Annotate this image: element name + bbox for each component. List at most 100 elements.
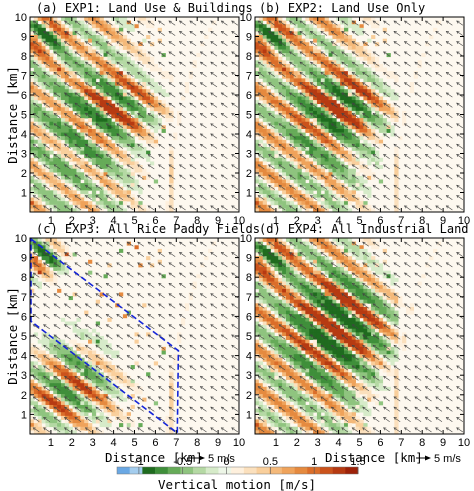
field-cell <box>297 56 302 61</box>
wind-vector-head <box>278 195 282 199</box>
field-cell <box>68 45 73 50</box>
field-cell <box>149 132 155 137</box>
field-cell <box>99 20 104 25</box>
field-cell <box>332 201 337 206</box>
field-cell <box>103 150 108 155</box>
wind-vector-head <box>178 102 183 106</box>
field-cell <box>45 38 50 43</box>
field-cell <box>278 125 283 130</box>
field-cell <box>64 252 70 257</box>
wind-vector-head <box>32 61 36 65</box>
field-cell <box>95 175 101 180</box>
wind-vector <box>106 41 113 47</box>
field-cell <box>382 89 387 94</box>
wind-vector <box>352 20 359 26</box>
field-cell <box>45 270 50 275</box>
field-cell <box>355 143 360 148</box>
field-cell <box>153 89 159 94</box>
field-cell <box>347 183 353 188</box>
field-cell <box>285 89 291 94</box>
field-cell <box>41 89 46 94</box>
field-cell <box>126 125 131 130</box>
field-cell <box>282 147 287 151</box>
field-cell <box>111 63 116 68</box>
field-cell <box>30 56 35 61</box>
field-cell <box>60 67 66 72</box>
field-cell <box>262 183 267 188</box>
wind-vector <box>43 82 50 88</box>
field-cell <box>293 42 298 47</box>
field-cell <box>258 114 264 119</box>
wind-vector-head <box>116 71 120 75</box>
field-cell <box>146 139 151 144</box>
field-cell <box>367 186 372 191</box>
wind-vector-head <box>168 174 172 178</box>
field-cell <box>305 197 310 202</box>
field-cell <box>60 136 66 141</box>
wind-vector <box>331 133 338 139</box>
field-cell <box>57 197 62 202</box>
wind-vector <box>127 205 134 211</box>
field-cell <box>289 17 295 21</box>
field-cell <box>37 197 42 202</box>
field-cell <box>309 197 314 202</box>
wind-vector <box>95 61 103 67</box>
wind-vector <box>320 20 328 26</box>
field-cell <box>359 71 364 76</box>
field-cell <box>367 161 372 166</box>
field-cell <box>99 139 104 144</box>
field-cell <box>301 67 306 72</box>
wind-vector-head <box>330 71 335 75</box>
wind-vector <box>200 133 207 139</box>
field-cell <box>91 110 97 115</box>
wind-vector-head <box>414 123 418 127</box>
wind-vector-head <box>168 30 172 34</box>
field-cell <box>285 27 291 32</box>
field-cell <box>255 38 260 43</box>
wind-vector <box>456 82 464 88</box>
field-cell <box>309 35 314 40</box>
field-cell <box>80 193 85 198</box>
field-cell <box>130 110 135 115</box>
wind-vector-head <box>278 143 282 147</box>
field-cell <box>95 74 101 79</box>
field-cell <box>266 35 271 40</box>
field-cell <box>344 89 349 94</box>
field-cell <box>99 89 104 94</box>
field-cell <box>107 147 112 151</box>
wind-vector <box>221 102 228 108</box>
wind-vector-head <box>84 133 89 137</box>
field-cell <box>278 114 283 119</box>
field-cell <box>103 161 108 166</box>
field-cell <box>328 157 333 162</box>
wind-vector <box>137 51 144 57</box>
field-cell <box>80 100 85 105</box>
field-cell <box>76 204 81 209</box>
field-cell <box>119 125 124 130</box>
wind-vector <box>210 20 218 26</box>
field-cell <box>324 118 329 123</box>
field-cell <box>138 107 143 112</box>
wind-vector <box>137 205 144 211</box>
field-cell <box>45 154 50 159</box>
wind-vector-head <box>362 51 366 55</box>
field-cell <box>313 27 318 32</box>
wind-vector <box>268 143 275 149</box>
field-cell <box>177 110 182 115</box>
field-cell <box>324 49 329 54</box>
wind-vector-head <box>268 195 272 199</box>
wind-vector <box>179 41 186 47</box>
field-cell <box>134 125 139 130</box>
field-cell <box>107 190 112 195</box>
wind-vector-head <box>257 20 261 24</box>
field-cell <box>126 168 131 173</box>
field-cell <box>126 96 131 101</box>
field-cell <box>37 132 42 137</box>
field-cell <box>60 128 66 133</box>
field-cell <box>60 208 66 212</box>
y-tick-label: 6 <box>21 90 27 102</box>
field-cell <box>266 110 271 115</box>
field-cell <box>278 186 283 191</box>
field-cell <box>41 263 46 268</box>
field-cell <box>371 96 376 101</box>
